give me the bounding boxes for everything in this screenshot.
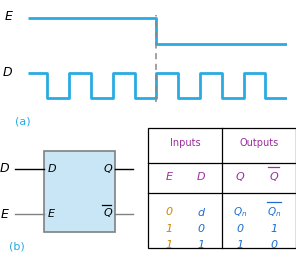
Text: (b): (b) bbox=[9, 242, 25, 252]
Text: Q: Q bbox=[103, 208, 112, 218]
Text: 0: 0 bbox=[165, 207, 172, 217]
Text: Inputs: Inputs bbox=[170, 138, 200, 148]
Text: $d$: $d$ bbox=[197, 206, 206, 218]
Text: E: E bbox=[1, 208, 9, 221]
Text: D: D bbox=[197, 172, 206, 182]
Text: 0: 0 bbox=[236, 224, 243, 234]
Text: $Q_n$: $Q_n$ bbox=[267, 205, 281, 219]
Text: Outputs: Outputs bbox=[239, 138, 279, 148]
Text: 1: 1 bbox=[198, 240, 205, 250]
Text: E: E bbox=[165, 172, 172, 182]
Bar bbox=[44, 151, 115, 232]
Text: E: E bbox=[48, 210, 55, 219]
Text: Q: Q bbox=[235, 172, 244, 182]
Text: Q: Q bbox=[103, 164, 112, 174]
Text: Q: Q bbox=[269, 172, 278, 182]
Text: 0: 0 bbox=[198, 224, 205, 234]
Text: E: E bbox=[4, 10, 12, 23]
Text: 1: 1 bbox=[165, 240, 172, 250]
Text: 1: 1 bbox=[165, 224, 172, 234]
Text: D: D bbox=[48, 164, 57, 174]
Text: $Q_n$: $Q_n$ bbox=[233, 205, 247, 219]
Text: D: D bbox=[0, 162, 9, 175]
Text: 0: 0 bbox=[270, 240, 277, 250]
Text: 1: 1 bbox=[270, 224, 277, 234]
Text: D: D bbox=[2, 66, 12, 79]
Text: 1: 1 bbox=[236, 240, 243, 250]
Text: (a): (a) bbox=[15, 117, 30, 126]
